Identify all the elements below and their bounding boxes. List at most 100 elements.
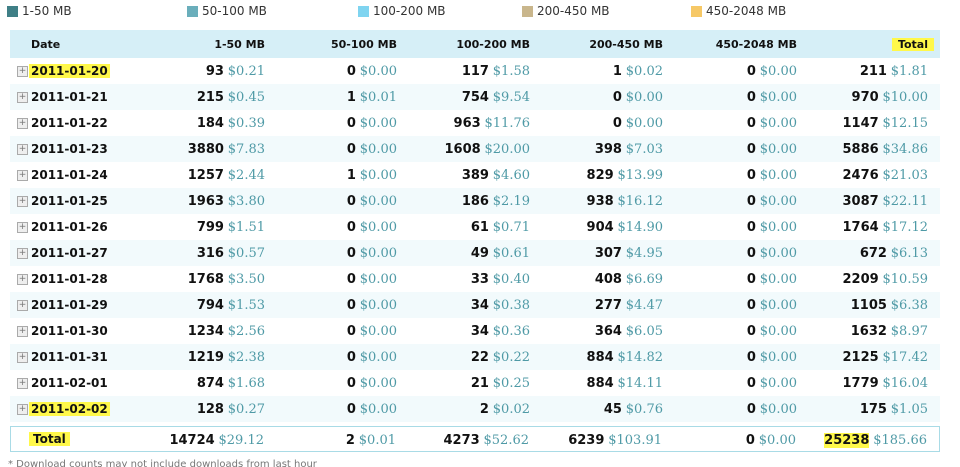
cost: $0.00 [625,116,663,131]
value-cell: 1234 $2.56 [188,324,265,339]
cost: $0.00 [759,90,797,105]
expand-icon[interactable]: + [17,144,28,155]
cost: $0.27 [227,402,265,417]
expand-icon[interactable]: + [17,248,28,259]
cost: $0.02 [492,402,530,417]
value-cell: 0 $0.00 [347,350,397,365]
value-cell: 884 $14.82 [587,350,663,365]
value-cell: 186 $2.19 [462,194,530,209]
value-cell: 0 $0.00 [747,116,797,131]
count: 0 [746,194,756,209]
cost: $12.15 [882,116,929,131]
value-cell: 211 $1.81 [860,64,928,79]
date: 2011-01-22 [31,116,108,130]
cost: $3.80 [227,194,265,209]
value-cell: 672 $6.13 [860,246,928,261]
cost: $0.00 [359,402,397,417]
expand-icon[interactable]: + [17,222,28,233]
value-cell: 215 $0.45 [197,90,265,105]
expand-icon[interactable]: + [17,92,28,103]
value-cell: 0 $0.00 [347,116,397,131]
value-cell: 963 $11.76 [454,116,530,131]
cost: $21.03 [882,168,929,183]
value-cell: 2 $0.01 [346,433,396,448]
expand-icon[interactable]: + [17,118,28,129]
count: 398 [594,142,622,157]
expand-icon[interactable]: + [17,378,28,389]
cost: $22.11 [882,194,929,209]
cost: $2.56 [227,324,265,339]
count: 0 [346,194,356,209]
value-cell: 0 $0.00 [747,324,797,339]
expand-icon[interactable]: + [17,274,28,285]
expand-icon[interactable]: + [17,404,28,415]
value-cell: 0 $0.00 [747,402,797,417]
cost: $4.60 [492,168,530,183]
count: 0 [746,272,756,287]
cost: $0.00 [359,350,397,365]
count: 6239 [568,433,605,448]
count: 45 [603,402,622,417]
count: 25238 [824,433,870,448]
value-cell: 799 $1.51 [197,220,265,235]
value-cell: 1779 $16.04 [842,376,928,391]
cost: $0.00 [759,194,797,209]
expand-icon[interactable]: + [17,196,28,207]
value-cell: 175 $1.05 [860,402,928,417]
value-cell: 0 $0.00 [613,90,663,105]
cost: $4.47 [625,298,663,313]
expand-icon[interactable]: + [17,300,28,311]
date: 2011-01-20 [29,64,110,78]
cost: $0.00 [625,90,663,105]
legend-label: 450-2048 MB [706,4,787,18]
value-cell: 1963 $3.80 [188,194,265,209]
cost: $2.38 [227,350,265,365]
value-cell: 14724 $29.12 [169,433,264,448]
date: 2011-01-27 [31,246,108,260]
cost: $29.12 [218,433,265,448]
table-row: +2011-01-24 1257 $2.44 1 $0.00 389 $4.60 829… [10,162,940,188]
expand-icon[interactable]: + [17,170,28,181]
expand-icon[interactable]: + [17,352,28,363]
count: 672 [859,246,887,261]
value-cell: 754 $9.54 [462,90,530,105]
cost: $0.39 [227,116,265,131]
value-cell: 1 $0.02 [613,64,663,79]
value-cell: 1219 $2.38 [188,350,265,365]
date: 2011-02-01 [31,376,108,390]
cost: $2.44 [227,168,265,183]
count: 1608 [444,142,481,157]
table-row: +2011-01-31 1219 $2.38 0 $0.00 22 $0.22 884 … [10,344,940,370]
count: 2125 [842,350,879,365]
value-cell: 4273 $52.62 [443,433,529,448]
value-cell: 6239 $103.91 [568,433,662,448]
value-cell: 93 $0.21 [206,64,265,79]
count: 1 [346,168,356,183]
value-cell: 0 $0.00 [747,350,797,365]
value-cell: 2125 $17.42 [842,350,928,365]
value-cell: 389 $4.60 [462,168,530,183]
legend-label: 50-100 MB [202,4,267,18]
count: 1 [346,90,356,105]
cost: $16.12 [617,194,664,209]
expand-icon[interactable]: + [17,326,28,337]
table-row: +2011-01-29 794 $1.53 0 $0.00 34 $0.38 277 $… [10,292,940,318]
value-cell: 1 $0.00 [347,168,397,183]
count: 0 [346,246,356,261]
cost: $4.95 [625,246,663,261]
value-cell: 5886 $34.86 [842,142,928,157]
cost: $8.97 [890,324,928,339]
count: 0 [612,116,622,131]
count: 0 [746,324,756,339]
legend-swatch [691,6,702,17]
cost: $0.00 [359,376,397,391]
count: 1632 [850,324,887,339]
table-row: +2011-02-02 128 $0.27 0 $0.00 2 $0.02 45 $0.… [10,396,940,422]
count: 874 [196,376,224,391]
count: 904 [586,220,614,235]
date: 2011-01-29 [31,298,108,312]
value-cell: 2 $0.02 [480,402,530,417]
expand-icon[interactable]: + [17,66,28,77]
cost: $7.83 [227,142,265,157]
